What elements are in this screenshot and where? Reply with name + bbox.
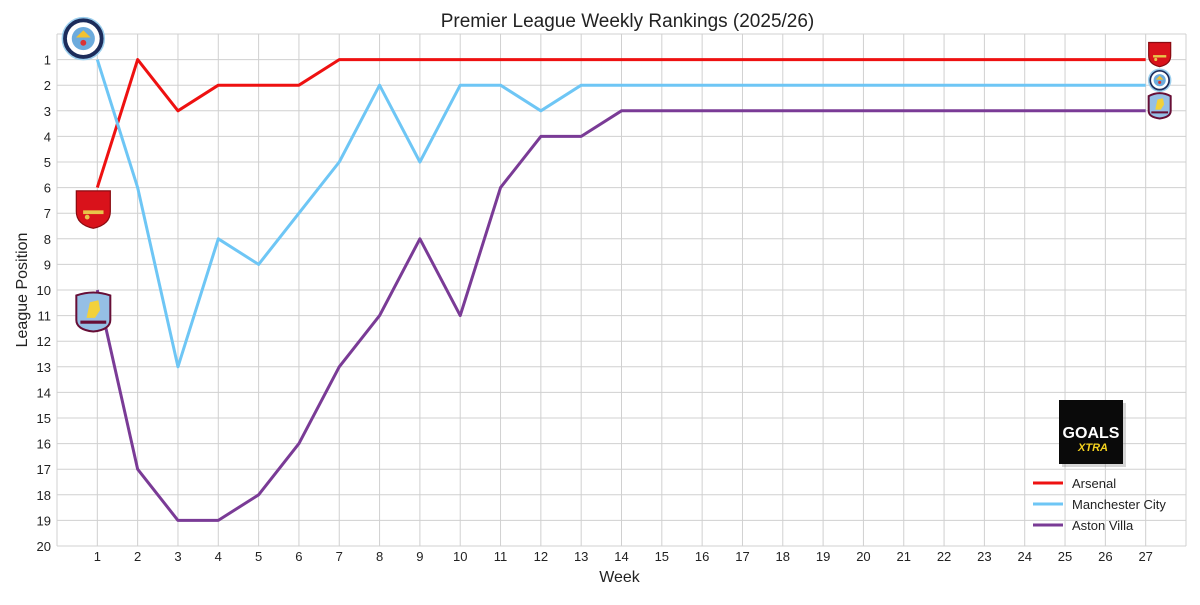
- y-tick-label: 11: [38, 309, 52, 324]
- aston-villa-line: [95, 109, 1146, 522]
- legend-label-manchester-city: Manchester City: [1072, 497, 1166, 512]
- crest-lion: [86, 300, 101, 318]
- legend-label-arsenal: Arsenal: [1072, 476, 1116, 491]
- x-tick-label: 25: [1058, 549, 1072, 564]
- series-lines: [95, 58, 1146, 522]
- logo-background: [1059, 400, 1123, 464]
- x-tick-label: 16: [695, 549, 709, 564]
- y-tick-label: 18: [37, 488, 51, 503]
- aston-villa-crest-icon: [1147, 92, 1172, 120]
- crest-rose: [1158, 80, 1162, 84]
- logo-text-top: GOALS: [1063, 425, 1120, 442]
- x-tick-label: 15: [655, 549, 669, 564]
- crest-shield: [71, 27, 95, 51]
- manchester-city-line: [95, 59, 1146, 369]
- y-axis-label: League Position: [14, 233, 31, 348]
- x-tick-label: 5: [255, 549, 262, 564]
- axes: 1 2 3 4 5 6 7 8 9 10 11 12 13 14 15 16 17 18 19 20 21 22 23 24 2…: [14, 11, 1153, 586]
- arsenal-crest-icon: [75, 190, 111, 229]
- y-tick-label: 14: [37, 385, 51, 400]
- x-tick-label: 17: [735, 549, 749, 564]
- y-tick-label: 19: [37, 513, 51, 528]
- x-tick-label: 12: [534, 549, 548, 564]
- x-tick-label: 26: [1098, 549, 1112, 564]
- x-tick-label: 20: [856, 549, 870, 564]
- crest-cannon: [1153, 55, 1167, 58]
- y-tick-label: 2: [44, 78, 51, 93]
- x-tick-label: 6: [295, 549, 302, 564]
- logo-text-bottom: XTRA: [1077, 442, 1108, 454]
- crests: [61, 16, 1172, 333]
- crest-shield: [1148, 41, 1172, 68]
- y-tick-label: 16: [37, 437, 51, 452]
- y-tick-label: 1: [44, 53, 51, 68]
- y-tick-label: 6: [44, 181, 51, 196]
- x-tick-label: 1: [94, 549, 101, 564]
- y-tick-label: 3: [44, 104, 51, 119]
- crest-rose: [80, 39, 87, 46]
- x-tick-label: 27: [1138, 549, 1152, 564]
- x-tick-label: 3: [174, 549, 181, 564]
- y-tick-label: 7: [44, 206, 51, 221]
- y-tick-label: 13: [37, 360, 51, 375]
- manchester-city-crest-icon: [1147, 68, 1172, 92]
- crest-ship: [1155, 75, 1164, 80]
- crest-banner: [80, 320, 107, 324]
- x-tick-label: 19: [816, 549, 830, 564]
- x-tick-label: 4: [215, 549, 222, 564]
- x-tick-label: 24: [1017, 549, 1031, 564]
- x-tick-label: 14: [614, 549, 628, 564]
- y-tick-label: 15: [37, 411, 51, 426]
- arsenal-line: [95, 58, 1146, 189]
- aston-villa-crest-icon: [75, 291, 112, 333]
- crest-ship: [75, 30, 91, 38]
- y-tick-label: 12: [37, 334, 51, 349]
- chart-title: Premier League Weekly Rankings (2025/26): [441, 11, 815, 32]
- x-tick-label: 11: [494, 549, 508, 564]
- arsenal-crest-icon: [1148, 41, 1172, 68]
- crest-lion: [1155, 98, 1165, 110]
- x-tick-label: 23: [977, 549, 991, 564]
- grid: [56, 33, 1187, 547]
- x-tick-label: 13: [574, 549, 588, 564]
- x-tick-label: 8: [376, 549, 383, 564]
- x-tick-label: 2: [134, 549, 141, 564]
- y-tick-label: 17: [37, 462, 51, 477]
- x-tick-label: 7: [336, 549, 343, 564]
- crest-cannon: [83, 210, 104, 215]
- crest-cannon-wheel: [84, 214, 90, 220]
- y-tick-label: 8: [44, 232, 51, 247]
- crest-banner: [1151, 111, 1169, 114]
- crest-shield: [75, 190, 111, 229]
- manchester-city-crest-icon: [61, 16, 106, 61]
- crest-shield: [1153, 74, 1166, 87]
- y-tick-label: 10: [37, 283, 51, 298]
- x-tick-label: 21: [897, 549, 911, 564]
- legend-label-aston-villa: Aston Villa: [1072, 518, 1134, 533]
- x-tick-label: 22: [937, 549, 951, 564]
- legend: Arsenal Manchester City Aston Villa: [1033, 476, 1166, 533]
- y-tick-label: 4: [44, 129, 51, 144]
- y-tick-label: 5: [44, 155, 51, 170]
- crest-cannon-wheel: [1154, 57, 1158, 61]
- x-axis-label: Week: [599, 569, 641, 586]
- y-tick-label: 9: [44, 257, 51, 272]
- y-tick-label: 20: [37, 539, 51, 554]
- x-tick-label: 9: [416, 549, 423, 564]
- x-tick-label: 10: [453, 549, 467, 564]
- x-tick-label: 18: [776, 549, 790, 564]
